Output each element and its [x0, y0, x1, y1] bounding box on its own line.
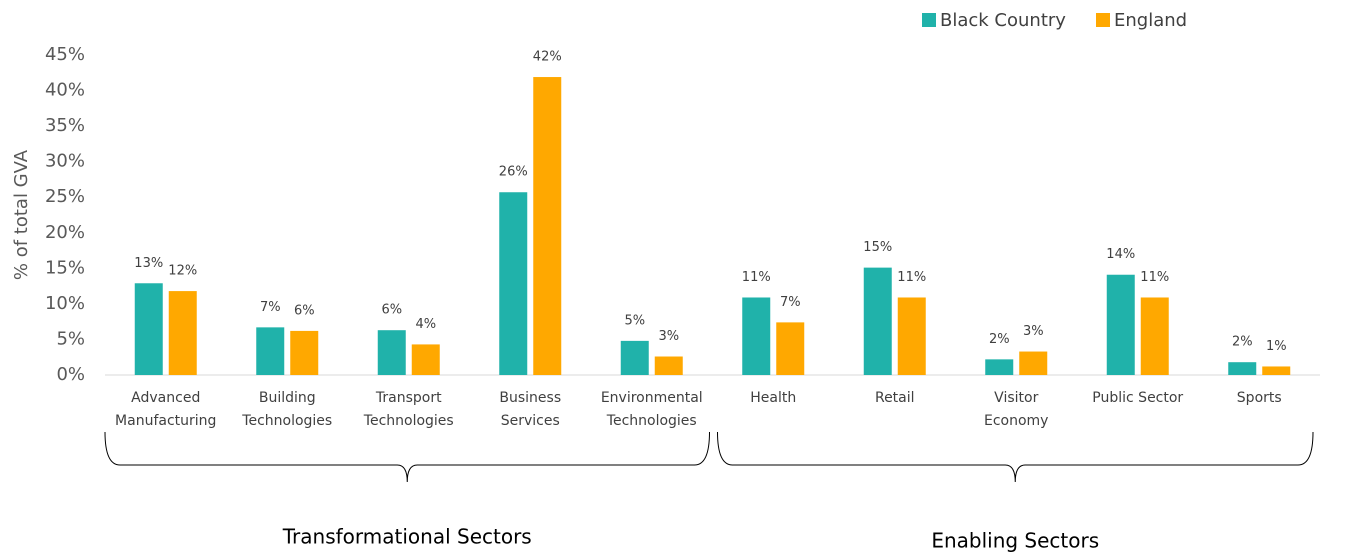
x-tick-label: Public Sector: [1092, 390, 1183, 406]
value-label: 12%: [168, 264, 197, 279]
y-tick-label: 5%: [56, 328, 85, 349]
x-tick-label: Sports: [1237, 390, 1282, 406]
legend-swatch: [1096, 13, 1110, 27]
value-label: 26%: [499, 165, 528, 180]
bar: [776, 322, 805, 375]
value-label: 11%: [742, 270, 771, 285]
x-tick-label: Business Services: [499, 390, 561, 429]
x-tick-label: Advanced Manufacturing: [115, 390, 216, 429]
y-tick-label: 45%: [45, 44, 85, 65]
bar: [499, 192, 528, 375]
y-tick-label: 15%: [45, 257, 85, 278]
group-brace: [104, 431, 710, 483]
x-tick-label: Retail: [875, 390, 915, 406]
group-brace: [717, 431, 1314, 483]
y-tick-label: 20%: [45, 222, 85, 243]
value-label: 15%: [863, 240, 892, 255]
y-tick-label: 30%: [45, 151, 85, 172]
value-label: 11%: [897, 270, 926, 285]
x-tick-label: Transport Technologies: [363, 390, 454, 429]
value-label: 14%: [1106, 247, 1135, 262]
bar: [1140, 297, 1169, 375]
value-label: 42%: [533, 50, 562, 65]
x-tick-label: Visitor Economy: [984, 390, 1048, 429]
bar: [290, 330, 319, 375]
value-label: 6%: [381, 303, 402, 318]
value-label: 3%: [1023, 324, 1044, 339]
bar: [168, 291, 197, 375]
value-label: 2%: [1232, 335, 1253, 350]
y-axis-title: % of total GVA: [11, 149, 32, 280]
bar: [654, 356, 683, 375]
bar: [1228, 362, 1257, 375]
value-label: 3%: [658, 329, 679, 344]
y-tick-label: 25%: [45, 186, 85, 207]
value-label: 1%: [1266, 339, 1287, 354]
value-label: 4%: [415, 317, 436, 332]
bar: [1019, 351, 1048, 375]
group-label: Transformational Sectors: [282, 525, 532, 549]
y-tick-label: 35%: [45, 115, 85, 136]
bar: [134, 283, 163, 375]
y-tick-label: 0%: [56, 364, 85, 385]
bar: [256, 327, 285, 375]
value-label: 5%: [624, 313, 645, 328]
y-tick-label: 10%: [45, 293, 85, 314]
x-tick-label: Environmental Technologies: [601, 390, 703, 429]
value-label: 2%: [989, 332, 1010, 347]
bar: [742, 297, 771, 375]
x-tick-label: Building Technologies: [241, 390, 332, 429]
bar: [411, 344, 440, 375]
value-label: 7%: [260, 300, 281, 315]
bar: [863, 267, 892, 375]
bar: [1106, 274, 1135, 375]
bar: [985, 359, 1014, 375]
bar: [533, 77, 562, 376]
value-label: 7%: [780, 295, 801, 310]
legend-label: England: [1114, 10, 1187, 31]
value-label: 6%: [294, 303, 315, 318]
group-label: Enabling Sectors: [931, 529, 1099, 553]
bar: [1262, 366, 1291, 375]
value-label: 13%: [134, 256, 163, 271]
bar: [897, 297, 926, 375]
bar: [620, 340, 649, 375]
x-tick-label: Health: [750, 390, 796, 406]
legend-swatch: [922, 13, 936, 27]
bar: [377, 330, 406, 375]
y-tick-label: 40%: [45, 80, 85, 101]
legend-label: Black Country: [940, 10, 1066, 31]
value-label: 11%: [1140, 270, 1169, 285]
